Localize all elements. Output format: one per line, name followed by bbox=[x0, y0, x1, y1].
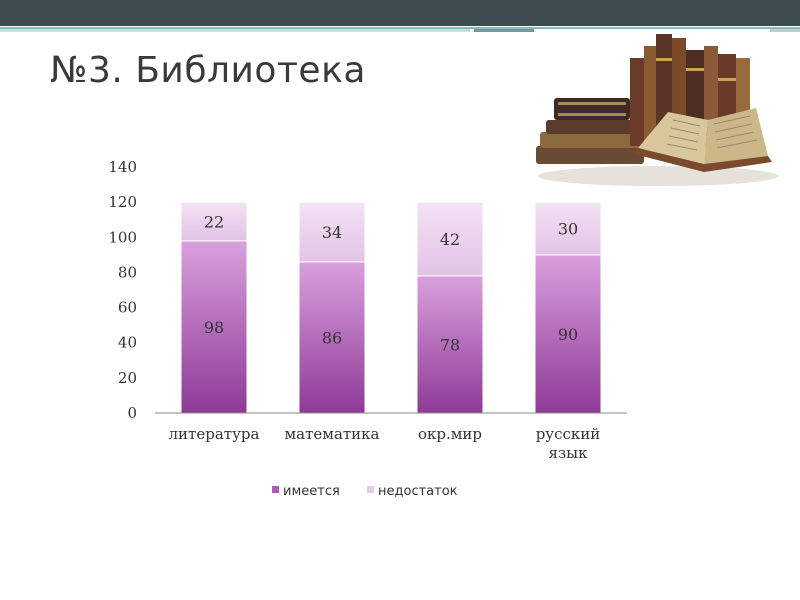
slide-title: №3. Библиотека bbox=[50, 50, 366, 91]
bar-недостаток bbox=[180, 201, 248, 242]
books-image bbox=[536, 34, 778, 186]
y-tick-label: 120 bbox=[108, 193, 137, 211]
decor-stripe bbox=[474, 29, 534, 32]
decor-stripe bbox=[0, 29, 470, 32]
bar-недостаток bbox=[534, 201, 602, 256]
y-tick-label: 60 bbox=[118, 299, 137, 317]
x-category-label: русский bbox=[536, 425, 601, 443]
legend-swatch bbox=[272, 486, 279, 493]
y-tick-label: 20 bbox=[118, 369, 137, 387]
bar-имеется bbox=[534, 254, 602, 414]
legend-label: недостаток bbox=[378, 484, 458, 499]
bar-имеется bbox=[416, 275, 484, 414]
y-tick-label: 40 bbox=[118, 334, 137, 352]
bar-недостаток bbox=[298, 201, 366, 263]
top-bar bbox=[0, 0, 800, 26]
data-label: 86 bbox=[322, 328, 342, 347]
y-tick-label: 80 bbox=[118, 263, 137, 281]
x-category-label: литература bbox=[169, 425, 260, 443]
x-category-label: язык bbox=[549, 444, 589, 462]
data-label: 78 bbox=[440, 335, 460, 354]
bar-имеется bbox=[298, 261, 366, 414]
bar-имеется bbox=[180, 240, 248, 414]
data-label: 42 bbox=[440, 230, 460, 249]
legend-swatch bbox=[367, 486, 374, 493]
data-label: 30 bbox=[558, 220, 578, 239]
data-label: 22 bbox=[204, 212, 224, 231]
bar-недостаток bbox=[416, 201, 484, 277]
data-label: 34 bbox=[322, 223, 342, 242]
decor-stripe bbox=[770, 29, 800, 32]
y-tick-label: 140 bbox=[108, 158, 137, 176]
data-label: 90 bbox=[558, 325, 578, 344]
y-tick-label: 0 bbox=[127, 404, 137, 422]
data-label: 98 bbox=[204, 318, 224, 337]
legend-label: имеется bbox=[283, 484, 340, 499]
x-category-label: окр.мир bbox=[418, 425, 482, 443]
x-category-label: математика bbox=[284, 425, 379, 443]
y-tick-label: 100 bbox=[108, 228, 137, 246]
top-bar-line bbox=[0, 27, 800, 29]
